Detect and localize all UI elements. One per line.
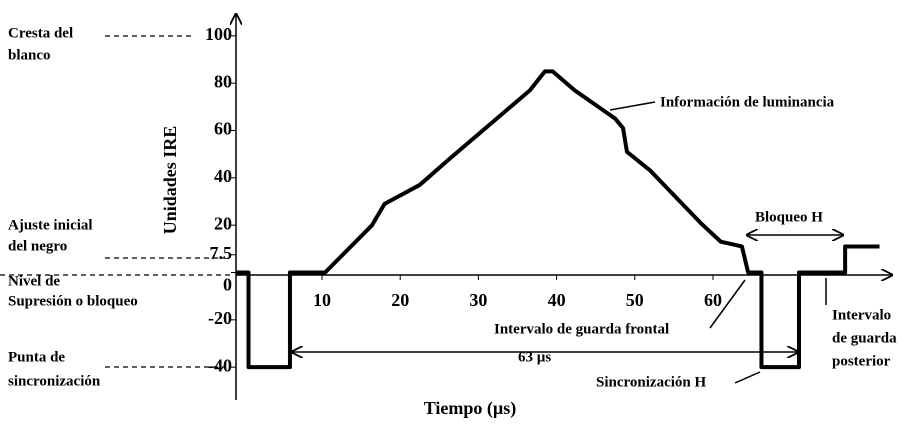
annotation: Bloqueo H <box>755 209 823 225</box>
x-tick-label: 20 <box>391 290 409 310</box>
y-tick-label: -20 <box>208 308 232 328</box>
x-tick-label: 10 <box>313 290 331 310</box>
x-tick-label: 60 <box>704 290 722 310</box>
annotation: blanco <box>8 47 51 63</box>
annotation: Nivel de <box>8 273 60 289</box>
leader <box>609 101 656 111</box>
annotation: Intervalo <box>832 307 891 323</box>
leader <box>734 371 761 384</box>
annotation: del negro <box>8 238 67 254</box>
y-axis-label: Unidades IRE <box>160 126 180 235</box>
y-tick-label: 80 <box>214 71 232 91</box>
x-tick-label: 50 <box>626 290 644 310</box>
y-tick-label: 20 <box>214 213 232 233</box>
x-tick-label: 40 <box>548 290 566 310</box>
y-tick-label: 0 <box>223 275 232 295</box>
y-tick-label: 7.5 <box>210 243 233 263</box>
annotation: Ajuste inicial <box>8 217 93 233</box>
x-axis-label: Tiempo (µs) <box>424 398 517 419</box>
annotation: Punta de <box>8 349 65 365</box>
y-tick-label: 40 <box>214 166 232 186</box>
leader <box>709 279 746 329</box>
annotation: Sincronización H <box>596 374 706 390</box>
x-tick-label: 30 <box>469 290 487 310</box>
y-tick-label: -40 <box>208 355 232 375</box>
waveform <box>236 69 880 370</box>
annotation: Cresta del <box>8 25 73 41</box>
annotation: sincronización <box>8 373 101 389</box>
annotation: Intervalo de guarda frontal <box>494 321 669 337</box>
annotation: Información de luminancia <box>660 94 835 110</box>
y-tick-label: 100 <box>205 24 232 44</box>
annotation: de guarda <box>832 330 897 346</box>
y-tick-label: 60 <box>214 119 232 139</box>
annotation: 63 µs <box>518 349 551 365</box>
annotation: Supresión o bloqueo <box>8 293 138 309</box>
annotation: posterior <box>832 353 891 369</box>
